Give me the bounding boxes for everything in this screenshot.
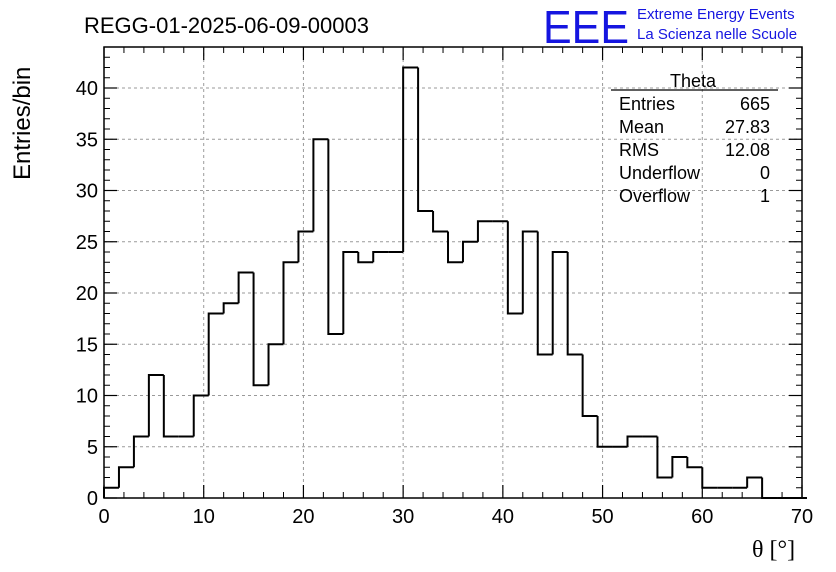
y-tick-label: 25 <box>76 232 98 254</box>
x-axis-label: θ [°] <box>752 537 795 563</box>
histogram-bin <box>596 416 613 448</box>
histogram-bin <box>117 466 134 488</box>
x-tick-label: 70 <box>791 506 813 528</box>
x-tick-label: 10 <box>193 506 215 528</box>
y-tick-labels: 0 5 10 15 20 25 30 35 40 <box>76 78 98 510</box>
histogram-bin <box>566 252 583 356</box>
histogram-bin <box>132 435 149 468</box>
histogram-bin <box>461 240 478 263</box>
x-tick-label: 20 <box>292 506 314 528</box>
y-tick-label: 20 <box>76 283 98 305</box>
y-tick-label: 10 <box>76 386 98 408</box>
histogram-bin <box>581 354 598 417</box>
x-tick-label: 50 <box>591 506 613 528</box>
histogram-bin <box>432 211 449 233</box>
eee-logo: EEE Extreme Energy Events La Scienza nel… <box>543 1 797 53</box>
y-tick-label: 15 <box>76 334 98 356</box>
y-tick-label: 35 <box>76 129 98 151</box>
axis-ticks <box>103 46 803 499</box>
histogram-bin <box>746 476 763 488</box>
histogram-bin <box>103 486 119 498</box>
histogram-bin <box>761 477 778 499</box>
stats-label: Overflow <box>619 186 691 206</box>
stats-box: Theta Entries 665 Mean 27.83 RMS 12.08 Underfl… <box>611 71 778 206</box>
histogram-bin <box>162 375 179 438</box>
chart-title: REGG-01-2025-06-09-00003 <box>84 13 369 38</box>
histogram-bin <box>357 252 374 264</box>
histogram-bin <box>476 220 493 242</box>
y-tick-label: 0 <box>87 488 98 510</box>
histogram-bin <box>192 394 209 437</box>
stats-value: 665 <box>740 94 770 114</box>
histogram-bin <box>686 457 703 469</box>
histogram-bin <box>372 251 389 263</box>
stats-rows: Entries 665 Mean 27.83 RMS 12.08 Underflow 0 Ove… <box>619 94 770 206</box>
logo-line-1: Extreme Energy Events <box>637 6 795 23</box>
stats-value: 1 <box>760 186 770 206</box>
histogram-bin <box>147 374 164 437</box>
y-axis-label: Entries/bin <box>9 67 36 180</box>
x-tick-label: 0 <box>98 506 109 528</box>
histogram-bin <box>447 231 463 264</box>
logo-mark: EEE <box>543 1 629 53</box>
histogram-bin <box>312 138 329 232</box>
y-tick-label: 40 <box>76 78 98 100</box>
histogram-bin <box>536 231 553 356</box>
stats-title: Theta <box>670 71 717 91</box>
histogram-bin <box>252 272 269 387</box>
x-tick-label: 40 <box>492 506 514 528</box>
histogram-bin <box>267 343 284 386</box>
histogram-bin <box>237 271 254 304</box>
histogram-bin <box>297 230 314 263</box>
histogram-bin <box>207 312 224 396</box>
stats-label: Entries <box>619 94 675 114</box>
histogram-bin <box>417 67 434 212</box>
histogram-bars <box>103 66 807 499</box>
histogram-bin <box>551 251 568 355</box>
x-tick-label: 60 <box>691 506 713 528</box>
grid-lines <box>104 47 802 498</box>
stats-label: Mean <box>619 117 664 137</box>
histogram-bin <box>671 456 688 478</box>
histogram-bin <box>282 261 299 345</box>
stats-value: 27.83 <box>725 117 770 137</box>
histogram-bin <box>327 139 344 335</box>
histogram-bin <box>626 435 643 447</box>
histogram-bin <box>506 221 523 315</box>
histogram-bin <box>521 230 538 314</box>
stats-label: Underflow <box>619 163 701 183</box>
stats-label: RMS <box>619 140 659 160</box>
x-tick-label: 30 <box>392 506 414 528</box>
stats-value: 12.08 <box>725 140 770 160</box>
logo-line-2: La Scienza nelle Scuole <box>637 26 797 43</box>
histogram-bin <box>342 251 359 334</box>
histogram-bin <box>222 302 239 314</box>
histogram-bin <box>656 436 673 479</box>
histogram-bin <box>402 66 419 252</box>
y-tick-label: 5 <box>87 437 98 459</box>
histogram-bin <box>701 467 718 489</box>
stats-value: 0 <box>760 163 770 183</box>
y-tick-label: 30 <box>76 181 98 203</box>
x-tick-labels: 0 10 20 30 40 50 60 70 <box>98 506 813 528</box>
plot-frame <box>103 46 803 499</box>
